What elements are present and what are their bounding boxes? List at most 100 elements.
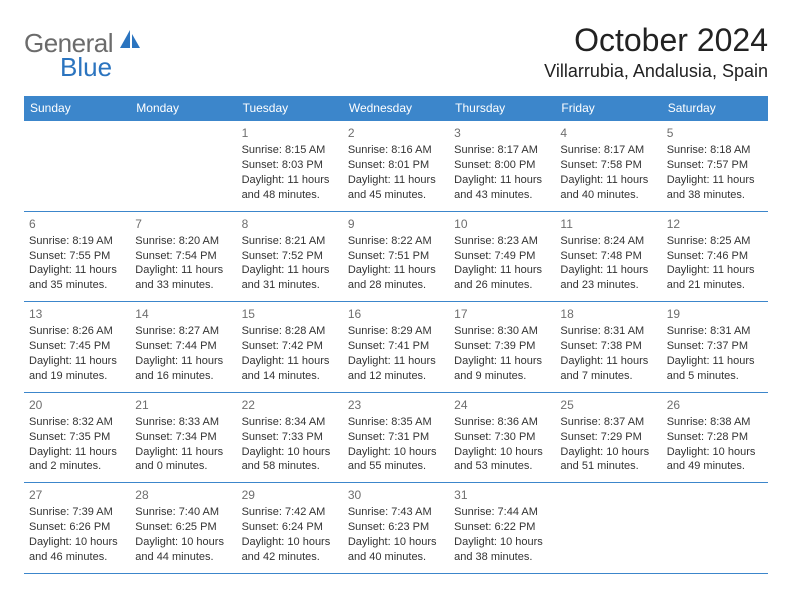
sunset-line: Sunset: 7:34 PM — [135, 430, 231, 445]
sunset-line: Sunset: 7:35 PM — [29, 430, 125, 445]
sunset-line: Sunset: 7:44 PM — [135, 339, 231, 354]
daylight-line: Daylight: 11 hours and 19 minutes. — [29, 354, 125, 384]
calendar-cell: 10Sunrise: 8:23 AMSunset: 7:49 PMDayligh… — [449, 212, 555, 302]
daylight-line: Daylight: 11 hours and 12 minutes. — [348, 354, 444, 384]
sunset-line: Sunset: 7:31 PM — [348, 430, 444, 445]
sunset-line: Sunset: 7:52 PM — [242, 249, 338, 264]
day-number: 12 — [667, 216, 763, 232]
day-number: 9 — [348, 216, 444, 232]
sunset-line: Sunset: 7:28 PM — [667, 430, 763, 445]
sunset-line: Sunset: 7:51 PM — [348, 249, 444, 264]
sunset-line: Sunset: 6:26 PM — [29, 520, 125, 535]
sunrise-line: Sunrise: 8:19 AM — [29, 234, 125, 249]
daylight-line: Daylight: 10 hours and 38 minutes. — [454, 535, 550, 565]
daylight-line: Daylight: 11 hours and 16 minutes. — [135, 354, 231, 384]
calendar-week: 1Sunrise: 8:15 AMSunset: 8:03 PMDaylight… — [24, 121, 768, 212]
calendar-cell-empty — [662, 483, 768, 573]
sunrise-line: Sunrise: 8:24 AM — [560, 234, 656, 249]
calendar-cell: 28Sunrise: 7:40 AMSunset: 6:25 PMDayligh… — [130, 483, 236, 573]
daylight-line: Daylight: 10 hours and 58 minutes. — [242, 445, 338, 475]
calendar-week: 13Sunrise: 8:26 AMSunset: 7:45 PMDayligh… — [24, 302, 768, 393]
day-number: 19 — [667, 306, 763, 322]
sunrise-line: Sunrise: 7:43 AM — [348, 505, 444, 520]
sunrise-line: Sunrise: 8:18 AM — [667, 143, 763, 158]
sunrise-line: Sunrise: 8:17 AM — [454, 143, 550, 158]
day-number: 11 — [560, 216, 656, 232]
calendar-cell: 2Sunrise: 8:16 AMSunset: 8:01 PMDaylight… — [343, 121, 449, 211]
day-number: 29 — [242, 487, 338, 503]
sunrise-line: Sunrise: 8:21 AM — [242, 234, 338, 249]
day-number: 5 — [667, 125, 763, 141]
calendar-cell: 8 Sunrise: 8:21 AMSunset: 7:52 PMDaylight… — [237, 212, 343, 302]
daylight-line: Daylight: 11 hours and 35 minutes. — [29, 263, 125, 293]
day-number: 26 — [667, 397, 763, 413]
calendar-cell: 18Sunrise: 8:31 AMSunset: 7:38 PMDayligh… — [555, 302, 661, 392]
sunrise-line: Sunrise: 8:34 AM — [242, 415, 338, 430]
sunset-line: Sunset: 7:37 PM — [667, 339, 763, 354]
calendar-cell-empty — [130, 121, 236, 211]
sunrise-line: Sunrise: 8:29 AM — [348, 324, 444, 339]
calendar-cell: 20Sunrise: 8:32 AMSunset: 7:35 PMDayligh… — [24, 393, 130, 483]
sunset-line: Sunset: 8:00 PM — [454, 158, 550, 173]
daylight-line: Daylight: 11 hours and 2 minutes. — [29, 445, 125, 475]
day-header-wed: Wednesday — [343, 96, 449, 121]
daylight-line: Daylight: 10 hours and 51 minutes. — [560, 445, 656, 475]
daylight-line: Daylight: 10 hours and 42 minutes. — [242, 535, 338, 565]
day-number: 6 — [29, 216, 125, 232]
calendar-cell: 21Sunrise: 8:33 AMSunset: 7:34 PMDayligh… — [130, 393, 236, 483]
sunrise-line: Sunrise: 8:25 AM — [667, 234, 763, 249]
sunset-line: Sunset: 7:54 PM — [135, 249, 231, 264]
calendar-cell: 27Sunrise: 7:39 AMSunset: 6:26 PMDayligh… — [24, 483, 130, 573]
calendar-cell: 12 Sunrise: 8:25 AMSunset: 7:46 PMDayligh… — [662, 212, 768, 302]
calendar-cell: 6 Sunrise: 8:19 AMSunset: 7:55 PMDaylight… — [24, 212, 130, 302]
calendar-cell: 3Sunrise: 8:17 AMSunset: 8:00 PMDaylight… — [449, 121, 555, 211]
day-header-sun: Sunday — [24, 96, 130, 121]
sunrise-line: Sunrise: 8:20 AM — [135, 234, 231, 249]
calendar-cell: 30Sunrise: 7:43 AMSunset: 6:23 PMDayligh… — [343, 483, 449, 573]
calendar-day-header: Sunday Monday Tuesday Wednesday Thursday… — [24, 96, 768, 121]
sunrise-line: Sunrise: 8:37 AM — [560, 415, 656, 430]
day-number: 15 — [242, 306, 338, 322]
sunrise-line: Sunrise: 7:39 AM — [29, 505, 125, 520]
day-header-mon: Monday — [130, 96, 236, 121]
daylight-line: Daylight: 11 hours and 31 minutes. — [242, 263, 338, 293]
daylight-line: Daylight: 11 hours and 48 minutes. — [242, 173, 338, 203]
sunset-line: Sunset: 7:41 PM — [348, 339, 444, 354]
daylight-line: Daylight: 10 hours and 44 minutes. — [135, 535, 231, 565]
calendar-cell: 19Sunrise: 8:31 AMSunset: 7:37 PMDayligh… — [662, 302, 768, 392]
calendar-cell-empty — [555, 483, 661, 573]
sunrise-line: Sunrise: 8:15 AM — [242, 143, 338, 158]
sunrise-line: Sunrise: 8:38 AM — [667, 415, 763, 430]
daylight-line: Daylight: 11 hours and 45 minutes. — [348, 173, 444, 203]
day-header-thu: Thursday — [449, 96, 555, 121]
sunset-line: Sunset: 7:55 PM — [29, 249, 125, 264]
sunset-line: Sunset: 7:39 PM — [454, 339, 550, 354]
sunset-line: Sunset: 6:24 PM — [242, 520, 338, 535]
sunset-line: Sunset: 7:30 PM — [454, 430, 550, 445]
daylight-line: Daylight: 11 hours and 23 minutes. — [560, 263, 656, 293]
sunset-line: Sunset: 7:57 PM — [667, 158, 763, 173]
sunset-line: Sunset: 8:01 PM — [348, 158, 444, 173]
day-number: 17 — [454, 306, 550, 322]
day-number: 3 — [454, 125, 550, 141]
daylight-line: Daylight: 11 hours and 7 minutes. — [560, 354, 656, 384]
day-number: 18 — [560, 306, 656, 322]
daylight-line: Daylight: 11 hours and 21 minutes. — [667, 263, 763, 293]
sunset-line: Sunset: 6:22 PM — [454, 520, 550, 535]
calendar-cell: 31Sunrise: 7:44 AMSunset: 6:22 PMDayligh… — [449, 483, 555, 573]
day-number: 8 — [242, 216, 338, 232]
location-text: Villarrubia, Andalusia, Spain — [544, 61, 768, 82]
logo-text-blue: Blue — [60, 52, 112, 83]
sunrise-line: Sunrise: 8:31 AM — [667, 324, 763, 339]
daylight-line: Daylight: 11 hours and 26 minutes. — [454, 263, 550, 293]
daylight-line: Daylight: 10 hours and 53 minutes. — [454, 445, 550, 475]
calendar-cell: 4Sunrise: 8:17 AMSunset: 7:58 PMDaylight… — [555, 121, 661, 211]
day-number: 25 — [560, 397, 656, 413]
sunrise-line: Sunrise: 8:33 AM — [135, 415, 231, 430]
sunset-line: Sunset: 7:46 PM — [667, 249, 763, 264]
sunset-line: Sunset: 6:23 PM — [348, 520, 444, 535]
day-number: 7 — [135, 216, 231, 232]
daylight-line: Daylight: 11 hours and 14 minutes. — [242, 354, 338, 384]
sunset-line: Sunset: 7:29 PM — [560, 430, 656, 445]
calendar-cell: 5Sunrise: 8:18 AMSunset: 7:57 PMDaylight… — [662, 121, 768, 211]
